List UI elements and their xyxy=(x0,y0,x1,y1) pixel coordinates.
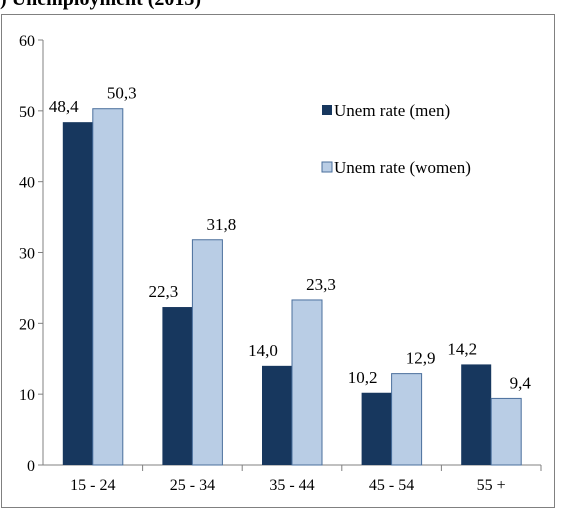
bar-women xyxy=(391,373,423,466)
bar-women xyxy=(291,299,323,466)
legend: Unem rate (men) Unem rate (women) xyxy=(321,101,471,177)
data-label-men: 22,3 xyxy=(149,282,179,301)
bar-women xyxy=(490,397,522,466)
x-tick-label: 35 - 44 xyxy=(269,477,314,494)
y-tick-label: 30 xyxy=(19,246,35,263)
data-label-men: 14,0 xyxy=(248,341,278,360)
data-label-women: 9,4 xyxy=(510,373,532,392)
y-tick-label: 10 xyxy=(19,387,35,404)
legend-swatch-women xyxy=(321,161,333,173)
bar-men xyxy=(361,392,392,465)
x-tick-label: 55 + xyxy=(477,477,506,494)
data-labels: 48,4 50,3 22,3 31,8 14,0 23,3 10,2 12,9 14,2 9,4 xyxy=(49,84,531,393)
y-tick-label: 40 xyxy=(19,175,35,192)
legend-swatch-men xyxy=(322,105,332,115)
data-label-women: 31,8 xyxy=(207,215,237,234)
chart-title-fragment: ) Unemployment (2013) xyxy=(0,0,201,11)
x-tick-label: 45 - 54 xyxy=(369,477,414,494)
y-tick-label: 0 xyxy=(27,458,35,475)
legend-label-men: Unem rate (men) xyxy=(334,101,450,120)
bar-women xyxy=(92,108,124,466)
axes: 0 10 20 30 40 50 60 15 - 24 25 - 34 35 - 44 45 - 5… xyxy=(19,33,542,494)
x-tick-label: 15 - 24 xyxy=(70,477,115,494)
data-label-women: 50,3 xyxy=(107,84,137,103)
bar-men xyxy=(262,365,292,465)
y-tick-label: 20 xyxy=(19,316,35,333)
bar-men xyxy=(162,307,193,465)
bar-men xyxy=(461,364,492,465)
data-label-men: 48,4 xyxy=(49,97,79,116)
data-label-women: 12,9 xyxy=(406,349,436,368)
y-tick-label: 50 xyxy=(19,104,35,121)
bars xyxy=(62,108,522,466)
y-tick-label: 60 xyxy=(19,33,35,50)
chart-frame xyxy=(1,14,555,508)
legend-label-women: Unem rate (women) xyxy=(334,158,471,177)
bar-women xyxy=(191,239,223,466)
x-tick-label: 25 - 34 xyxy=(170,477,215,494)
data-label-men: 14,2 xyxy=(447,339,477,358)
data-label-men: 10,2 xyxy=(348,368,378,387)
data-label-women: 23,3 xyxy=(306,275,336,294)
bar-men xyxy=(62,122,93,466)
